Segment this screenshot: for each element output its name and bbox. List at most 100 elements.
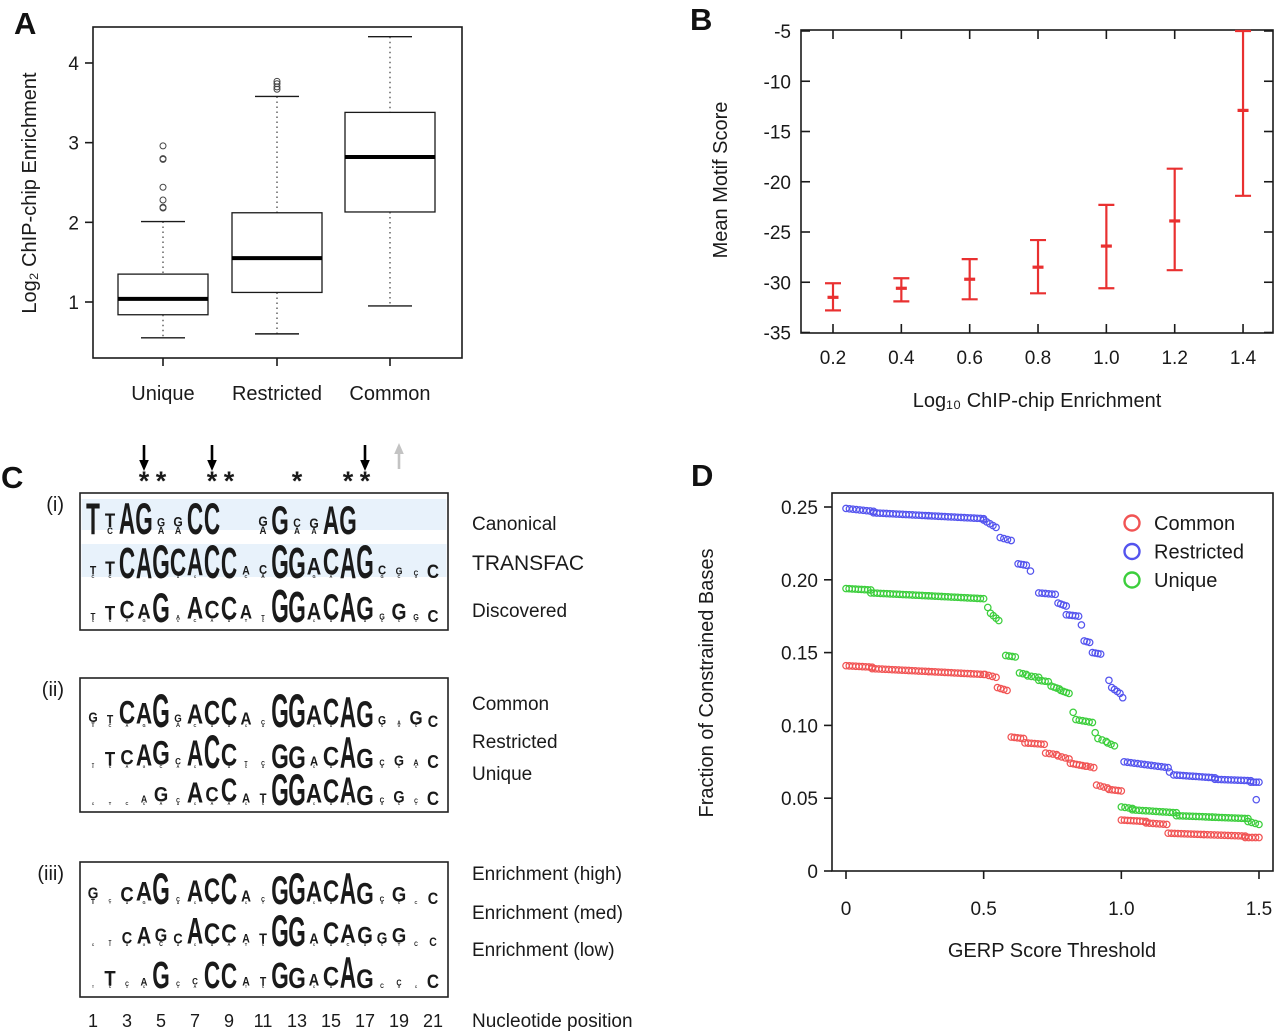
side-label: Enrichment (high): [472, 864, 622, 885]
scatter-point: [1049, 750, 1057, 758]
section-tag: (iii): [37, 863, 64, 885]
scatter-point: [1071, 612, 1080, 620]
side-label: Restricted: [472, 732, 558, 753]
logo-letter: C: [194, 802, 197, 806]
scatter-point: [1083, 762, 1091, 770]
logo-letter: C: [429, 936, 437, 949]
scatter-point: [1110, 741, 1119, 750]
logo-letter: C: [109, 723, 113, 728]
logo-letter: C: [192, 976, 198, 987]
scatter-point: [1037, 740, 1045, 748]
scatter-point: [1162, 820, 1171, 829]
logo-letter: C: [177, 619, 180, 623]
scatter-point: [981, 670, 989, 679]
panel-d-label: D: [691, 458, 714, 493]
scatter-point: [1074, 612, 1083, 621]
logo-letter: G: [152, 954, 170, 996]
side-label: TRANSFAC: [472, 552, 584, 575]
logo-letter: C: [194, 723, 198, 728]
logo-letter: A: [330, 901, 333, 905]
logo-letter: C: [221, 957, 237, 996]
logo-letter: A: [260, 524, 267, 537]
scatter-point: [1088, 718, 1097, 727]
scatter-point: [1251, 833, 1260, 842]
scatter-point: [1249, 778, 1258, 787]
logo-letter: C: [323, 772, 339, 809]
scatter-point: [1026, 567, 1035, 575]
logo-letter: C: [347, 942, 351, 947]
logo-letter: A: [177, 575, 180, 579]
category-label: Common: [349, 383, 430, 405]
logo-letter: A: [187, 911, 203, 952]
scatter-point: [1085, 638, 1094, 647]
logo-letter: T: [261, 614, 265, 622]
logo-letter: C: [204, 726, 220, 778]
logo-letter: T: [91, 722, 95, 730]
logo-letter: G: [309, 515, 318, 531]
y-tick-label: 3: [68, 134, 79, 155]
logo-letter: G: [271, 957, 289, 997]
highlight-band: [81, 544, 447, 577]
logo-letter: A: [306, 700, 322, 731]
scatter-point: [1255, 820, 1263, 829]
side-label: Discovered: [472, 601, 567, 622]
logo-letter: G: [356, 965, 373, 994]
scatter-point: [1117, 787, 1126, 795]
logo-letter: T: [109, 940, 113, 946]
logo-letter: C: [414, 942, 418, 948]
panel-c-x-axis-title: Nucleotide position: [472, 1011, 633, 1032]
logo-letter: C: [109, 574, 113, 579]
logo-letter: C: [427, 787, 439, 810]
logo-letter: T: [105, 601, 116, 624]
logo-letter: C: [176, 982, 180, 988]
logo-letter: A: [187, 778, 203, 809]
position-number: 17: [355, 1011, 375, 1031]
y-tick-label: -5: [774, 22, 791, 43]
logo-letter: A: [340, 586, 356, 632]
scatter-point: [1022, 670, 1031, 679]
logo-letter: A: [136, 738, 152, 772]
down-arrow-icon: [360, 460, 370, 471]
logo-letter: T: [105, 509, 116, 532]
logo-letter: G: [152, 586, 170, 632]
logo-letter: C: [205, 783, 218, 807]
logo-letter: A: [242, 565, 250, 578]
logo-letter: G: [143, 943, 146, 947]
panel-a-y-axis-title: Log₂ ChIP-chip Enrichment: [19, 72, 41, 314]
scatter-point: [1107, 740, 1115, 749]
logo-letter: G: [143, 765, 146, 769]
logo-letter: C: [194, 575, 197, 579]
side-label: Canonical: [472, 514, 557, 535]
asterisk: *: [292, 466, 303, 496]
scatter-point: [1007, 536, 1016, 545]
logo-letter: C: [398, 574, 402, 579]
scatter-point: [1164, 763, 1172, 772]
logo-letter: G: [157, 517, 165, 530]
logo-letter: C: [221, 540, 237, 588]
logo-letter: C: [380, 984, 384, 990]
logo-letter: C: [204, 695, 220, 733]
box: [344, 111, 436, 213]
logo-letter: G: [173, 514, 182, 530]
logo-letter: C: [119, 695, 135, 731]
outlier-point: [159, 155, 167, 163]
asterisk: *: [224, 466, 235, 496]
logo-letter: A: [413, 758, 418, 768]
logo-letter: G: [288, 540, 306, 588]
logo-letter: A: [240, 708, 251, 728]
logo-letter: C: [415, 765, 418, 769]
logo-letter: G: [396, 566, 403, 578]
logo-letter: C: [380, 896, 385, 904]
logo-letter: A: [330, 985, 333, 989]
logo-letter: C: [92, 574, 96, 579]
logo-letter: G: [152, 536, 170, 588]
logo-letter: T: [86, 494, 100, 545]
logo-letter: T: [91, 611, 96, 622]
logo-letter: G: [142, 723, 146, 728]
logo-letter: A: [228, 942, 232, 947]
scatter-point: [1045, 749, 1054, 758]
logo-letter: A: [126, 764, 130, 769]
logo-letter: C: [159, 942, 163, 948]
logo-letter: G: [312, 574, 316, 579]
